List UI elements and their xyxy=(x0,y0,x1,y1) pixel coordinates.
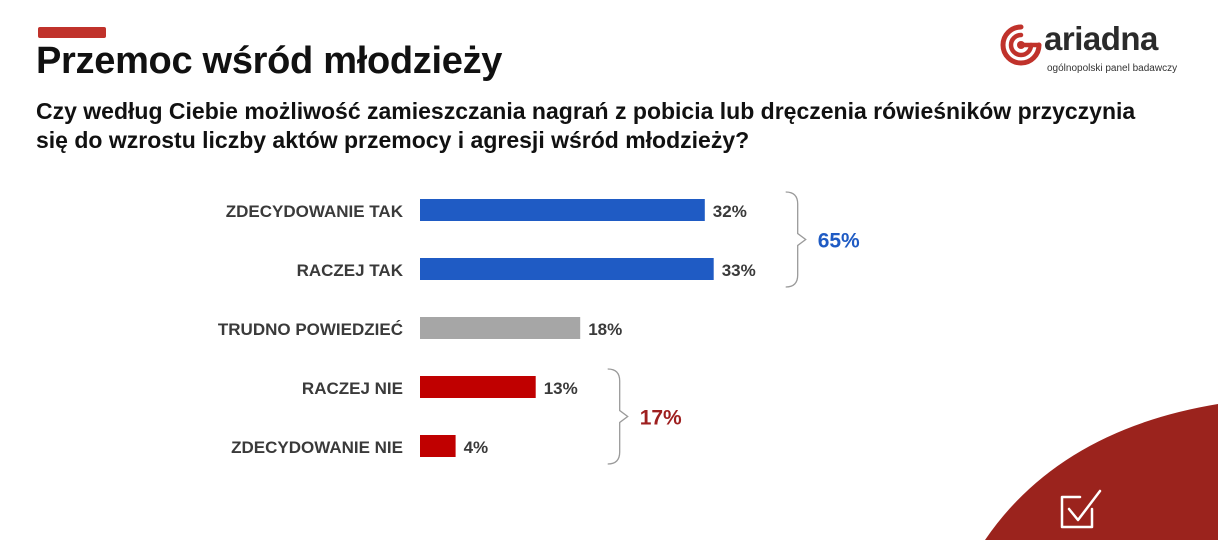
checkbox-check-icon xyxy=(1060,489,1102,529)
group-brace xyxy=(607,368,629,465)
survey-question: Czy według Ciebie możliwość zamieszczani… xyxy=(36,98,1136,153)
bar xyxy=(420,376,536,398)
value-label: 33% xyxy=(722,261,756,280)
spiral-logo-icon xyxy=(1000,24,1042,66)
category-label: RACZEJ TAK xyxy=(297,261,404,280)
value-label: 4% xyxy=(464,438,489,457)
bar xyxy=(420,258,714,280)
category-label: RACZEJ NIE xyxy=(302,379,403,398)
value-label: 32% xyxy=(713,202,747,221)
value-label: 13% xyxy=(544,379,578,398)
bar xyxy=(420,435,456,457)
title-accent-bar xyxy=(38,27,106,38)
bar xyxy=(420,317,581,339)
category-label: TRUDNO POWIEDZIEĆ xyxy=(218,320,403,339)
bar xyxy=(420,199,705,221)
corner-shape xyxy=(985,404,1218,540)
page-title: Przemoc wśród młodzieży xyxy=(36,40,503,82)
group-brace xyxy=(785,191,807,288)
logo-tagline: ogólnopolski panel badawczy xyxy=(1047,63,1178,74)
logo-wordmark: ariadna xyxy=(1044,20,1158,57)
group-total-label: 17% xyxy=(640,407,682,430)
group-total-label: 65% xyxy=(818,230,860,253)
ariadna-logo: ariadna ogólnopolski panel badawczy xyxy=(1000,20,1195,76)
category-label: ZDECYDOWANIE NIE xyxy=(231,438,403,457)
category-label: ZDECYDOWANIE TAK xyxy=(226,202,404,221)
value-label: 18% xyxy=(588,320,622,339)
